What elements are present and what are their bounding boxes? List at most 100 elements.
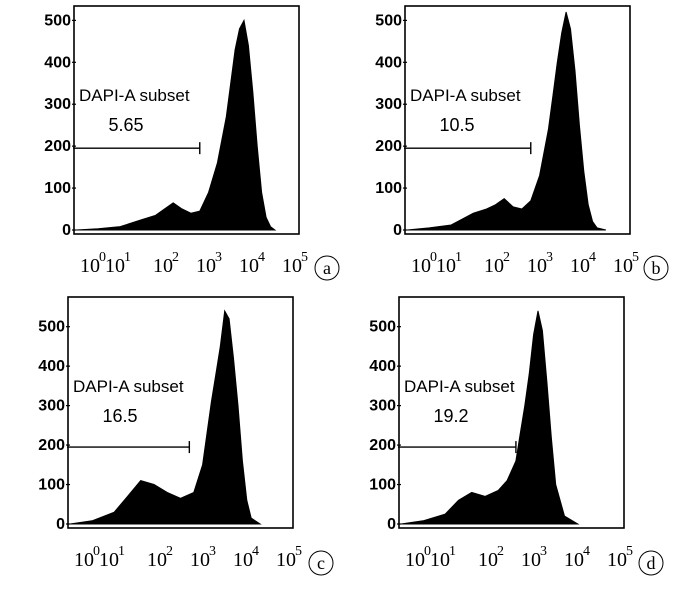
y-tick-label: 100 — [369, 477, 396, 494]
x-tick-base: 10 — [411, 255, 431, 277]
x-tick-exponent: 5 — [295, 544, 302, 559]
x-tick-exponent: 2 — [497, 544, 504, 559]
x-tick-base: 10 — [196, 255, 216, 277]
x-tick-base: 10 — [233, 549, 253, 571]
plot-frame — [67, 296, 294, 529]
x-tick-exponent: 2 — [172, 250, 179, 265]
y-tick-label: 400 — [375, 54, 402, 71]
y-tick-label: 100 — [38, 477, 65, 494]
x-tick-label: 10 3 — [190, 544, 216, 571]
x-tick-label: 10 0 — [80, 250, 106, 277]
x-tick-exponent: 5 — [632, 250, 639, 265]
x-tick-exponent: 0 — [424, 544, 431, 559]
x-tick-exponent: 4 — [589, 250, 596, 265]
x-tick-exponent: 1 — [118, 544, 125, 559]
x-tick-base: 10 — [74, 549, 94, 571]
panel-letter: b — [643, 255, 669, 281]
panel-letter-text: c — [317, 553, 325, 573]
y-tick-label: 500 — [38, 319, 65, 336]
y-tick-label: 500 — [44, 12, 71, 29]
x-tick-base: 10 — [405, 549, 425, 571]
plot-frame — [404, 5, 631, 235]
x-tick-base: 10 — [607, 549, 627, 571]
x-tick-base: 10 — [484, 255, 504, 277]
x-tick-label: 10 1 — [99, 544, 125, 571]
plot-frame — [73, 5, 300, 235]
y-tick-label: 200 — [375, 138, 402, 155]
panel-letter-text: d — [647, 553, 656, 573]
x-tick-label: 10 4 — [239, 250, 265, 277]
panel-letter-circle — [314, 255, 340, 281]
x-tick-exponent: 4 — [252, 544, 259, 559]
x-tick-base: 10 — [153, 255, 173, 277]
y-tick-label: 300 — [44, 96, 71, 113]
x-tick-exponent: 4 — [258, 250, 265, 265]
y-tick-label: 0 — [62, 222, 71, 239]
y-tick-label: 500 — [369, 319, 396, 336]
panel-letter-circle — [638, 550, 664, 576]
x-tick-label: 10 1 — [436, 250, 462, 277]
y-tick-label: 400 — [44, 54, 71, 71]
x-tick-exponent: 1 — [449, 544, 456, 559]
histogram-fill — [406, 11, 607, 231]
histogram-fill — [400, 310, 580, 525]
y-tick-label: 500 — [375, 12, 402, 29]
gate-label: DAPI-A subset — [79, 86, 190, 105]
y-tick-label: 0 — [56, 516, 65, 533]
x-tick-label: 10 1 — [105, 250, 131, 277]
x-tick-label: 10 0 — [411, 250, 437, 277]
x-tick-base: 10 — [527, 255, 547, 277]
x-tick-base: 10 — [147, 549, 167, 571]
panel-letter: d — [638, 550, 664, 576]
x-tick-base: 10 — [430, 549, 450, 571]
x-tick-base: 10 — [564, 549, 584, 571]
x-tick-label: 10 4 — [570, 250, 596, 277]
x-tick-exponent: 0 — [93, 544, 100, 559]
x-tick-label: 10 4 — [564, 544, 590, 571]
x-tick-exponent: 1 — [455, 250, 462, 265]
y-tick-label: 100 — [375, 180, 402, 197]
x-tick-base: 10 — [99, 549, 119, 571]
y-tick-label: 300 — [369, 398, 396, 415]
gate-value: 5.65 — [108, 115, 143, 135]
x-tick-base: 10 — [282, 255, 302, 277]
x-tick-label: 10 5 — [607, 544, 633, 571]
gate-value: 19.2 — [433, 406, 468, 426]
x-tick-exponent: 0 — [430, 250, 437, 265]
x-tick-label: 10 5 — [282, 250, 308, 277]
x-tick-label: 10 3 — [196, 250, 222, 277]
panel-letter: a — [314, 255, 340, 281]
x-tick-label: 10 1 — [430, 544, 456, 571]
y-tick-label: 0 — [387, 516, 396, 533]
x-tick-exponent: 5 — [626, 544, 633, 559]
y-tick-label: 200 — [369, 437, 396, 454]
x-tick-base: 10 — [276, 549, 296, 571]
x-tick-label: 10 0 — [405, 544, 431, 571]
y-tick-label: 0 — [393, 222, 402, 239]
x-tick-label: 10 2 — [478, 544, 504, 571]
x-tick-base: 10 — [190, 549, 210, 571]
x-tick-base: 10 — [478, 549, 498, 571]
x-tick-exponent: 3 — [546, 250, 553, 265]
x-tick-base: 10 — [570, 255, 590, 277]
histogram-fill — [75, 18, 277, 231]
x-tick-exponent: 1 — [124, 250, 131, 265]
y-tick-label: 300 — [375, 96, 402, 113]
gate-label: DAPI-A subset — [410, 86, 521, 105]
gate-value: 16.5 — [102, 406, 137, 426]
y-tick-label: 100 — [44, 180, 71, 197]
gate-label: DAPI-A subset — [404, 377, 515, 396]
x-tick-label: 10 0 — [74, 544, 100, 571]
panel-letter-circle — [308, 550, 334, 576]
x-tick-exponent: 5 — [301, 250, 308, 265]
y-tick-label: 200 — [44, 138, 71, 155]
y-tick-label: 400 — [38, 358, 65, 375]
x-tick-exponent: 4 — [583, 544, 590, 559]
histogram-fill — [69, 309, 262, 525]
x-tick-label: 10 2 — [484, 250, 510, 277]
x-tick-base: 10 — [436, 255, 456, 277]
